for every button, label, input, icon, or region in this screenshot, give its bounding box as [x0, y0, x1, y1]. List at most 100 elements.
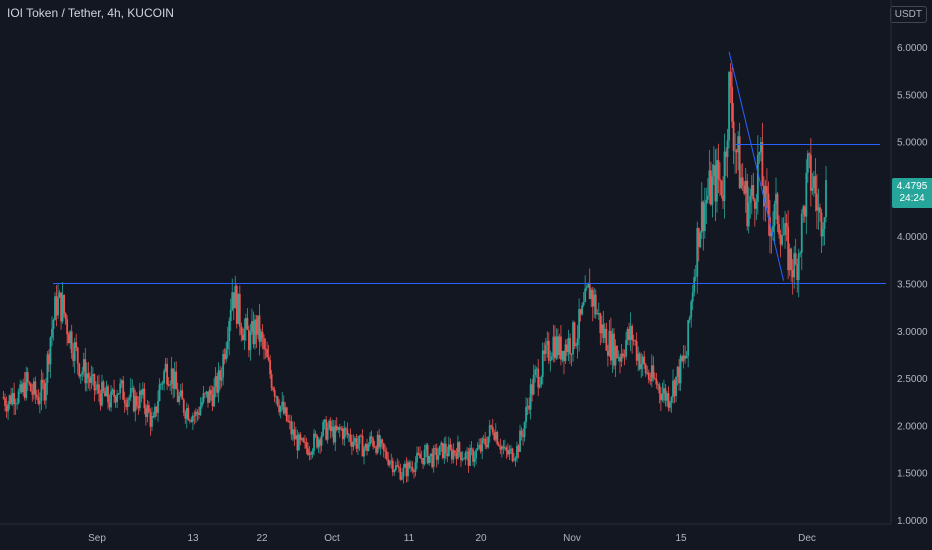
candle-body — [473, 458, 476, 462]
candle-body — [275, 396, 278, 398]
y-tick-label: 1.0000 — [897, 516, 928, 527]
candle-body — [110, 391, 112, 408]
candle-body — [167, 384, 170, 386]
candle-body — [102, 381, 105, 392]
candle-body — [693, 277, 696, 293]
candle-body — [629, 326, 632, 340]
candle-body — [285, 407, 288, 422]
candle-body — [723, 151, 726, 201]
candle-body — [781, 235, 783, 245]
candle-body — [464, 452, 467, 459]
candle-body — [355, 438, 358, 449]
candle-body — [220, 377, 223, 381]
currency-badge[interactable]: USDT — [889, 6, 927, 23]
price-axis: 6.00005.50005.00004.50004.00003.50003.00… — [897, 43, 928, 527]
candle-body — [816, 193, 818, 211]
candle-body — [449, 444, 452, 450]
candle-body — [503, 447, 506, 449]
x-tick-label: 22 — [256, 533, 268, 544]
candle-body — [20, 384, 23, 393]
candles-layer — [2, 63, 827, 484]
candle-body — [311, 450, 314, 455]
descending-trendline[interactable] — [728, 51, 785, 281]
candle-body — [676, 366, 679, 377]
candle-body — [419, 453, 421, 459]
candle-body — [643, 356, 646, 365]
candle-body — [229, 309, 232, 322]
candle-body — [107, 386, 109, 403]
candle-body — [675, 376, 677, 397]
y-tick-label: 1.5000 — [897, 469, 928, 480]
candle-body — [164, 363, 167, 372]
candle-body — [705, 199, 708, 205]
candle-body — [728, 72, 730, 141]
candle-body — [57, 297, 59, 316]
last-price-value: 4.4795 — [896, 180, 928, 192]
candle-body — [656, 384, 659, 386]
candle-body — [55, 296, 58, 316]
candle-body — [43, 383, 46, 401]
candle-body — [788, 248, 791, 271]
candle-body — [620, 353, 623, 362]
candle-body — [696, 228, 699, 277]
candle-body — [29, 383, 32, 392]
candle-body — [400, 476, 403, 480]
candle-body — [114, 396, 117, 403]
candle-body — [761, 142, 764, 186]
candle-body — [732, 121, 735, 151]
candle-body — [582, 302, 585, 306]
candle-body — [806, 153, 809, 173]
candle-body — [635, 341, 638, 361]
candle-body — [384, 450, 387, 452]
candle-body — [802, 206, 805, 214]
candle-body — [658, 384, 661, 394]
candle-body — [708, 170, 711, 196]
candle-body — [805, 172, 808, 217]
candle-body — [579, 309, 582, 315]
candle-body — [809, 154, 812, 191]
candle-body — [644, 364, 647, 374]
candle-body — [235, 286, 238, 324]
candle-body — [19, 384, 22, 392]
candle-body — [599, 313, 602, 334]
candle-body — [181, 390, 184, 400]
candle-body — [104, 391, 106, 397]
candle-body — [670, 397, 673, 403]
candle-body — [469, 448, 471, 466]
candle-body — [482, 438, 485, 440]
x-tick-label: 15 — [675, 533, 687, 544]
candle-body — [791, 270, 794, 278]
candle-body — [646, 372, 649, 374]
candle-body — [184, 412, 187, 419]
candle-body — [455, 452, 458, 459]
candle-body — [664, 388, 667, 401]
candle-body — [25, 372, 28, 398]
candle-body — [672, 380, 674, 398]
candle-body — [322, 421, 325, 436]
candle-body — [91, 374, 94, 377]
candle-body — [278, 405, 281, 413]
y-tick-label: 3.5000 — [897, 280, 928, 291]
candle-body — [228, 321, 231, 342]
candle-body — [422, 458, 424, 465]
candle-body — [746, 180, 749, 227]
candle-body — [332, 426, 335, 443]
candle-body — [334, 425, 337, 443]
candle-body — [151, 415, 153, 427]
candle-body — [544, 344, 547, 355]
candle-body — [299, 434, 302, 440]
candle-body — [210, 389, 212, 395]
candle-body — [263, 338, 265, 349]
y-tick-label: 2.0000 — [897, 421, 928, 432]
candle-body — [158, 384, 161, 402]
candle-body — [543, 350, 546, 355]
candle-body — [516, 445, 518, 458]
candle-body — [13, 393, 16, 405]
candle-body — [331, 426, 334, 432]
candle-body — [31, 391, 34, 395]
candle-body — [769, 217, 771, 237]
candle-body — [550, 356, 553, 360]
candle-body — [610, 330, 612, 361]
candle-body — [496, 431, 499, 445]
